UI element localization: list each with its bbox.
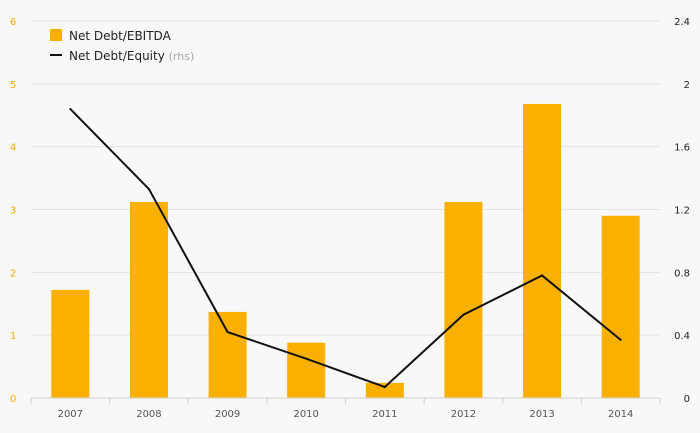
- right-y-tick-label: 2: [684, 80, 690, 91]
- legend-label-net-debt-equity-text: Net Debt/Equity: [69, 49, 165, 63]
- legend-swatch-bar: [50, 29, 62, 41]
- line-net-debt-equity: [69, 108, 622, 389]
- x-tick-label: 2009: [215, 409, 240, 420]
- bar-2008: [129, 201, 168, 398]
- left-y-tick-label: 3: [10, 206, 16, 217]
- x-tick-label: 2012: [451, 409, 476, 420]
- bar-2010: [287, 342, 326, 398]
- line-point-2008: [147, 188, 150, 191]
- x-tick-label: 2011: [372, 409, 397, 420]
- line-point-2013: [541, 274, 544, 277]
- right-y-axis: 0 0.4 0.8 1.2 1.6 2 2.4: [674, 17, 690, 405]
- left-y-axis: 0 1 2 3 4 5 6: [10, 17, 16, 405]
- left-y-tick-label: 5: [10, 80, 16, 91]
- right-y-tick-label: 1.2: [674, 206, 690, 217]
- left-y-tick-label: 6: [10, 17, 16, 28]
- left-y-tick-label: 2: [10, 268, 16, 279]
- bar-2013: [523, 103, 562, 398]
- x-tick-label: 2013: [529, 409, 554, 420]
- bar-2011: [365, 382, 404, 398]
- bars: [51, 103, 640, 398]
- x-tick-label: 2007: [58, 409, 83, 420]
- bar-2007: [51, 289, 90, 398]
- right-y-tick-label: 0.4: [674, 331, 690, 342]
- left-y-tick-label: 0: [10, 394, 16, 405]
- line-point-2011: [383, 386, 386, 389]
- line-point-2010: [305, 357, 308, 360]
- line-point-2009: [226, 331, 229, 334]
- x-tick-label: 2008: [136, 409, 161, 420]
- right-y-tick-label: 0: [684, 394, 690, 405]
- bar-2009: [208, 311, 247, 398]
- legend-rhs-note: (rhs): [169, 50, 195, 63]
- left-y-tick-label: 4: [10, 143, 16, 154]
- x-tick-label: 2014: [608, 409, 633, 420]
- legend-label-net-debt-ebitda: Net Debt/EBITDA: [69, 29, 172, 43]
- right-y-tick-label: 0.8: [674, 268, 690, 279]
- line-point-2007: [69, 107, 72, 110]
- bar-2012: [444, 201, 483, 398]
- line-series: [69, 107, 622, 389]
- x-tick-label: 2010: [293, 409, 318, 420]
- line-point-2014: [619, 338, 622, 341]
- right-y-tick-label: 2.4: [674, 17, 690, 28]
- grid-lines: [31, 20, 660, 336]
- legend-label-net-debt-equity: Net Debt/Equity (rhs): [69, 49, 194, 63]
- bar-2014: [601, 215, 640, 398]
- x-axis: 2007 2008 2009 2010 2011 2012 2013 2014: [30, 397, 661, 420]
- line-point-2012: [462, 313, 465, 316]
- legend: Net Debt/EBITDA Net Debt/Equity (rhs): [50, 29, 194, 63]
- right-y-tick-label: 1.6: [674, 143, 690, 154]
- left-y-tick-label: 1: [10, 331, 16, 342]
